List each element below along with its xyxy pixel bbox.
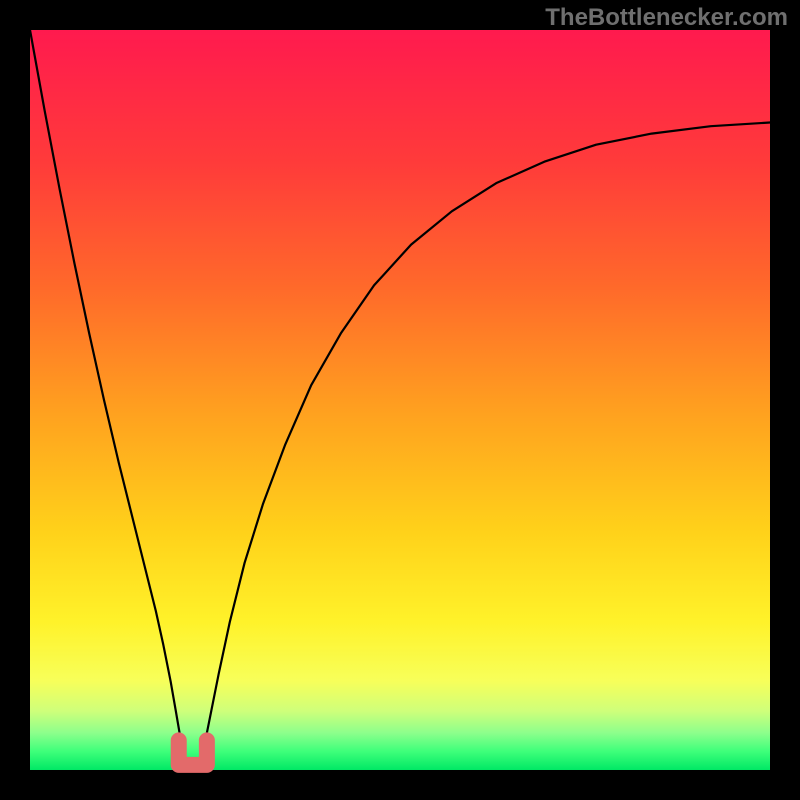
bottleneck-plot [0,0,800,800]
chart-canvas: TheBottlenecker.com [0,0,800,800]
gradient-background [30,30,770,770]
watermark-text: TheBottlenecker.com [545,4,788,32]
